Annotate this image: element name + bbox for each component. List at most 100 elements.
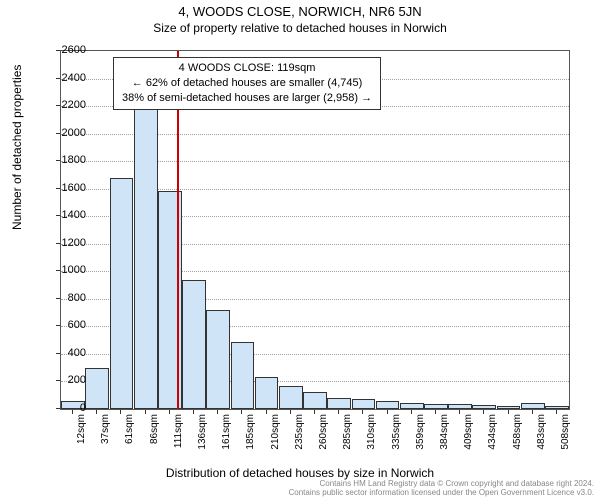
x-tick-mark xyxy=(387,410,388,414)
y-tick-mark xyxy=(56,50,60,51)
x-tick-mark xyxy=(145,410,146,414)
x-tick-mark xyxy=(72,410,73,414)
y-tick-label: 1200 xyxy=(46,237,86,249)
x-tick-label: 384sqm xyxy=(439,414,450,458)
x-tick-mark xyxy=(96,410,97,414)
x-tick-label: 61sqm xyxy=(124,414,135,458)
histogram-bar xyxy=(182,280,206,409)
y-tick-mark xyxy=(56,188,60,189)
x-tick-label: 359sqm xyxy=(415,414,426,458)
x-tick-mark xyxy=(532,410,533,414)
x-tick-label: 111sqm xyxy=(173,414,184,458)
x-tick-label: 434sqm xyxy=(487,414,498,458)
y-tick-mark xyxy=(56,215,60,216)
x-tick-mark xyxy=(338,410,339,414)
x-tick-mark xyxy=(193,410,194,414)
chart-subtitle: Size of property relative to detached ho… xyxy=(0,19,600,35)
x-tick-mark xyxy=(169,410,170,414)
x-tick-label: 508sqm xyxy=(560,414,571,458)
y-tick-label: 1600 xyxy=(46,182,86,194)
y-tick-mark xyxy=(56,298,60,299)
histogram-bar xyxy=(497,406,521,409)
y-tick-mark xyxy=(56,353,60,354)
y-tick-mark xyxy=(56,380,60,381)
x-tick-mark xyxy=(241,410,242,414)
histogram-bar xyxy=(472,405,496,409)
y-tick-mark xyxy=(56,408,60,409)
annotation-box: 4 WOODS CLOSE: 119sqm← 62% of detached h… xyxy=(113,57,381,110)
x-tick-label: 161sqm xyxy=(221,414,232,458)
histogram-bar xyxy=(110,178,134,409)
x-tick-label: 483sqm xyxy=(536,414,547,458)
histogram-bar xyxy=(545,406,569,409)
histogram-bar xyxy=(352,399,376,409)
y-tick-label: 2400 xyxy=(46,72,86,84)
x-tick-label: 310sqm xyxy=(366,414,377,458)
y-tick-mark xyxy=(56,133,60,134)
y-tick-mark xyxy=(56,270,60,271)
x-tick-label: 235sqm xyxy=(294,414,305,458)
y-tick-mark xyxy=(56,325,60,326)
x-tick-mark xyxy=(483,410,484,414)
histogram-bar xyxy=(424,404,448,410)
chart-title: 4, WOODS CLOSE, NORWICH, NR6 5JN xyxy=(0,0,600,19)
histogram-bar xyxy=(206,310,230,409)
x-tick-label: 260sqm xyxy=(318,414,329,458)
y-tick-label: 2600 xyxy=(46,44,86,56)
histogram-bar xyxy=(255,377,279,409)
y-tick-label: 1000 xyxy=(46,264,86,276)
annotation-line: 4 WOODS CLOSE: 119sqm xyxy=(122,61,372,76)
annotation-line: ← 62% of detached houses are smaller (4,… xyxy=(122,76,372,91)
annotation-line: 38% of semi-detached houses are larger (… xyxy=(122,91,372,106)
x-tick-mark xyxy=(435,410,436,414)
histogram-bar xyxy=(279,386,303,409)
y-tick-mark xyxy=(56,243,60,244)
x-tick-label: 185sqm xyxy=(245,414,256,458)
x-tick-mark xyxy=(411,410,412,414)
x-tick-mark xyxy=(508,410,509,414)
y-tick-label: 2000 xyxy=(46,127,86,139)
x-tick-label: 37sqm xyxy=(100,414,111,458)
y-tick-label: 800 xyxy=(46,292,86,304)
histogram-bar xyxy=(231,342,255,409)
y-tick-label: 1400 xyxy=(46,209,86,221)
histogram-bar xyxy=(85,368,109,409)
x-tick-label: 409sqm xyxy=(463,414,474,458)
y-tick-mark xyxy=(56,160,60,161)
chart-container: 4, WOODS CLOSE, NORWICH, NR6 5JN Size of… xyxy=(0,0,600,500)
x-tick-mark xyxy=(556,410,557,414)
histogram-bar xyxy=(400,403,424,409)
histogram-bar xyxy=(134,95,158,409)
attribution-footer: Contains HM Land Registry data © Crown c… xyxy=(288,479,594,498)
x-tick-mark xyxy=(362,410,363,414)
x-tick-label: 136sqm xyxy=(197,414,208,458)
footer-line: Contains HM Land Registry data © Crown c… xyxy=(288,479,594,489)
x-tick-mark xyxy=(266,410,267,414)
histogram-bar xyxy=(327,398,351,409)
histogram-bar xyxy=(376,401,400,409)
x-tick-label: 210sqm xyxy=(270,414,281,458)
histogram-bar xyxy=(303,392,327,409)
x-tick-label: 458sqm xyxy=(512,414,523,458)
x-tick-mark xyxy=(217,410,218,414)
y-tick-label: 2200 xyxy=(46,99,86,111)
y-tick-mark xyxy=(56,78,60,79)
y-tick-label: 0 xyxy=(46,402,86,414)
y-tick-label: 1800 xyxy=(46,154,86,166)
y-tick-label: 400 xyxy=(46,347,86,359)
y-tick-mark xyxy=(56,105,60,106)
x-tick-mark xyxy=(120,410,121,414)
x-tick-mark xyxy=(459,410,460,414)
y-tick-label: 200 xyxy=(46,374,86,386)
x-tick-label: 285sqm xyxy=(342,414,353,458)
x-tick-mark xyxy=(290,410,291,414)
x-tick-label: 86sqm xyxy=(149,414,160,458)
y-axis-label: Number of detached properties xyxy=(10,65,24,230)
x-tick-label: 12sqm xyxy=(76,414,87,458)
histogram-bar xyxy=(448,404,472,409)
plot-area: 4 WOODS CLOSE: 119sqm← 62% of detached h… xyxy=(60,50,570,410)
x-tick-mark xyxy=(314,410,315,414)
y-tick-label: 600 xyxy=(46,319,86,331)
footer-line: Contains public sector information licen… xyxy=(288,488,594,498)
histogram-bar xyxy=(521,403,545,409)
